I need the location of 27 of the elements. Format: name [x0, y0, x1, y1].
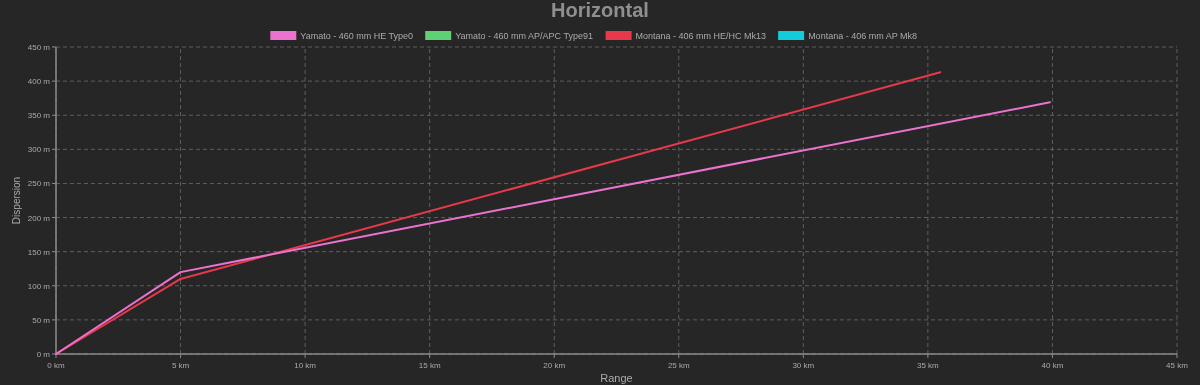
y-tick-label: 300 m: [27, 145, 51, 155]
y-tick-label: 50 m: [32, 315, 51, 325]
x-tick-label: 15 km: [418, 361, 441, 370]
legend-label: Yamato - 460 mm HE Type0: [300, 31, 414, 41]
y-tick-label: 0 m: [36, 350, 51, 359]
x-tick-label: 25 km: [667, 361, 690, 370]
x-tick-label: 40 km: [1041, 361, 1064, 370]
x-tick-label: 5 km: [171, 361, 190, 370]
x-tick-label: 30 km: [792, 361, 815, 370]
legend-label: Montana - 406 mm HE/HC Mk13: [635, 31, 767, 41]
y-tick-label: 150 m: [27, 247, 51, 257]
x-tick-label: 20 km: [543, 361, 566, 370]
legend-label: Montana - 406 mm AP Mk8: [808, 31, 918, 41]
y-tick-label: 250 m: [27, 179, 51, 189]
y-axis-title: Dispersion: [11, 176, 22, 225]
x-axis-title: Range: [600, 372, 633, 384]
y-tick-label: 200 m: [27, 213, 51, 223]
chart-title: Horizontal: [551, 0, 649, 21]
x-tick-label: 35 km: [916, 361, 940, 370]
y-tick-label: 400 m: [27, 77, 51, 87]
y-tick-label: 450 m: [27, 43, 51, 52]
x-tick-label: 0 km: [47, 361, 65, 370]
x-tick-label: 45 km: [1166, 361, 1189, 370]
x-tick-label: 10 km: [294, 361, 317, 370]
y-tick-label: 100 m: [27, 281, 51, 291]
y-tick-label: 350 m: [27, 111, 51, 121]
legend-label: Yamato - 460 mm AP/APC Type91: [455, 31, 593, 41]
